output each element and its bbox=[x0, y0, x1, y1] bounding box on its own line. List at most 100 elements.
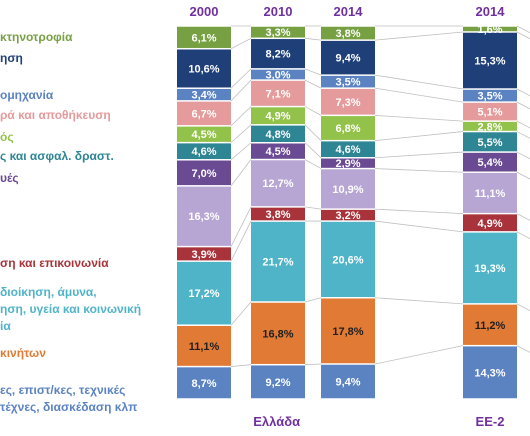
connector-line bbox=[516, 120, 530, 129]
bar-segment bbox=[463, 346, 517, 399]
data-label: 17,2% bbox=[188, 288, 219, 300]
data-label: 14,3% bbox=[474, 367, 505, 379]
connector-line bbox=[230, 124, 252, 143]
data-label: 4,6% bbox=[191, 146, 216, 158]
bar-segment bbox=[177, 247, 231, 261]
connector-line bbox=[304, 37, 322, 41]
data-label: 6,8% bbox=[335, 123, 360, 135]
data-label: 17,8% bbox=[332, 326, 363, 338]
group-label: ΕΕ-2 bbox=[476, 414, 505, 429]
connector-line bbox=[516, 88, 530, 97]
data-labels-layer: 8,7% 11,1% 17,2% 3,9% 16,3% 7,0% 4,6% 4,5% 6,7% 3… bbox=[188, 24, 505, 390]
bar-segment bbox=[463, 121, 517, 131]
connector-line bbox=[374, 297, 464, 305]
legend-entry: ηση bbox=[0, 51, 23, 65]
data-label: 11,2% bbox=[475, 320, 506, 332]
category-label: 2010 bbox=[264, 4, 293, 19]
bar-segment bbox=[177, 186, 231, 246]
bar-segment bbox=[321, 169, 375, 209]
data-label: 8,7% bbox=[191, 378, 216, 390]
bar-segment bbox=[177, 26, 231, 48]
category-label: 2000 bbox=[190, 4, 219, 19]
bar-segment bbox=[321, 158, 375, 168]
bar-segment bbox=[251, 107, 305, 125]
data-label: 4,8% bbox=[265, 129, 290, 141]
data-label: 7,0% bbox=[191, 168, 216, 180]
group-labels-layer: Ελλάδα ΕΕ-2 bbox=[253, 414, 504, 429]
data-label: 3,3% bbox=[265, 27, 290, 39]
legend: κτηνοτροφία ηση ομηχανία ρά και αποθήκευση ό… bbox=[0, 30, 141, 414]
data-label: 4,6% bbox=[335, 144, 360, 156]
bar-segment bbox=[321, 141, 375, 158]
legend-entry: κτηνοτροφία bbox=[0, 30, 73, 44]
connector-line bbox=[374, 114, 464, 122]
data-label: 1,6% bbox=[477, 24, 502, 36]
data-label: 6,7% bbox=[191, 108, 216, 120]
data-label: 8,2% bbox=[265, 49, 290, 61]
bar-segment bbox=[177, 143, 231, 160]
connector-line bbox=[374, 87, 464, 103]
bar-segment bbox=[321, 298, 375, 364]
bars-layer bbox=[177, 26, 517, 399]
connector-line bbox=[304, 297, 322, 303]
bar-segment bbox=[321, 221, 375, 297]
connector-line bbox=[304, 142, 322, 159]
data-label: 9,4% bbox=[335, 53, 360, 65]
connector-line bbox=[516, 303, 530, 312]
bar-segment bbox=[251, 302, 305, 364]
connector-line bbox=[374, 151, 464, 159]
bar-segment bbox=[463, 132, 517, 152]
bar-segment bbox=[463, 214, 517, 232]
legend-entry: διοίκηση, άμυνα, bbox=[0, 285, 97, 299]
connector-line bbox=[516, 231, 530, 240]
bar-segment bbox=[251, 221, 305, 302]
bar-segment bbox=[251, 160, 305, 207]
connector-line bbox=[304, 68, 322, 76]
connector-line bbox=[304, 363, 322, 366]
category-label: 2014 bbox=[476, 4, 506, 19]
data-label: 15,3% bbox=[474, 56, 505, 68]
connector-line bbox=[516, 131, 530, 139]
connector-line bbox=[230, 37, 252, 50]
connector-line bbox=[304, 206, 322, 210]
bar-segment bbox=[321, 116, 375, 140]
data-label: 4,5% bbox=[265, 146, 290, 158]
connector-line bbox=[230, 301, 252, 326]
bar-segment bbox=[321, 26, 375, 40]
data-label: 3,8% bbox=[335, 28, 360, 40]
data-label: 11,1% bbox=[189, 341, 220, 353]
bar-segment bbox=[177, 261, 231, 325]
data-label: 20,6% bbox=[332, 254, 363, 266]
category-labels-layer: 2000 2010 2014 2014 bbox=[190, 4, 506, 19]
bar-segment bbox=[463, 232, 517, 304]
data-label: 3,5% bbox=[335, 77, 360, 89]
connector-line bbox=[516, 171, 530, 180]
data-label: 3,4% bbox=[191, 90, 216, 102]
data-label: 5,5% bbox=[477, 137, 502, 149]
connector-lines bbox=[230, 25, 530, 367]
legend-entry: ηση, υγεία και κοινωνική bbox=[0, 302, 141, 316]
data-label: 10,9% bbox=[332, 184, 363, 196]
data-label: 5,1% bbox=[477, 107, 502, 119]
data-label: 9,2% bbox=[265, 377, 290, 389]
bar-segment bbox=[321, 40, 375, 75]
connector-line bbox=[516, 151, 530, 160]
bar-segment bbox=[177, 88, 231, 101]
bar-segment bbox=[321, 75, 375, 88]
data-label: 11,1% bbox=[475, 188, 506, 200]
bar-segment bbox=[251, 26, 305, 38]
connector-line bbox=[304, 159, 322, 169]
data-label: 3,5% bbox=[477, 91, 502, 103]
data-label: 12,7% bbox=[262, 178, 293, 190]
legend-entry: ία bbox=[0, 319, 11, 333]
connector-line bbox=[516, 25, 530, 34]
connector-line bbox=[374, 74, 464, 90]
connector-line bbox=[304, 124, 322, 141]
bar-segment bbox=[463, 32, 517, 89]
data-label: 3,0% bbox=[265, 69, 290, 81]
data-label: 21,7% bbox=[262, 257, 293, 269]
bar-segment bbox=[463, 89, 517, 102]
connector-line bbox=[304, 79, 322, 89]
